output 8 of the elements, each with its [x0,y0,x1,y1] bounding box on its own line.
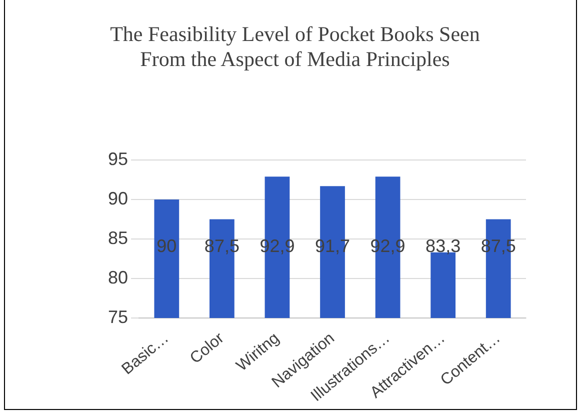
data-label: 83,3 [426,236,461,256]
y-tick-label: 90 [108,188,128,208]
y-tick-label: 85 [108,228,128,248]
y-tick-label: 80 [108,267,128,288]
chart-title: The Feasibility Level of Pocket Books Seen From the Aspect of Media Principles [109,22,481,72]
data-label: 90 [156,236,177,256]
y-tick-label: 95 [108,148,128,169]
y-tick-label: 75 [108,306,128,327]
